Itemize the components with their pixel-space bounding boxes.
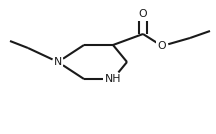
Text: O: O (139, 9, 147, 19)
Text: N: N (54, 57, 62, 67)
Text: NH: NH (105, 74, 121, 84)
Text: O: O (158, 41, 166, 51)
